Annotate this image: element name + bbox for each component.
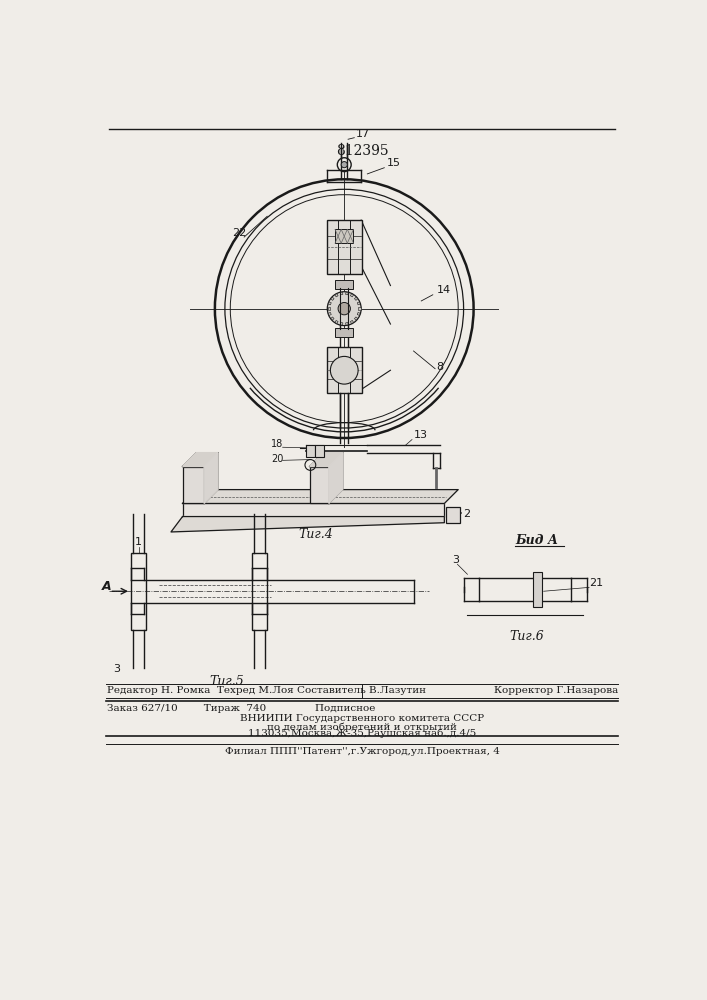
Text: 20: 20 bbox=[271, 454, 284, 464]
Text: 1: 1 bbox=[135, 537, 142, 547]
Bar bbox=[310, 466, 329, 503]
Text: 3: 3 bbox=[452, 555, 459, 565]
Text: 2: 2 bbox=[463, 509, 470, 519]
Bar bbox=[335, 280, 354, 289]
Polygon shape bbox=[182, 503, 444, 517]
Text: 8: 8 bbox=[437, 362, 444, 372]
Text: Бид А: Бид А bbox=[515, 534, 559, 546]
Text: Редактор Н. Ромка  Техред М.Лоя: Редактор Н. Ромка Техред М.Лоя bbox=[107, 686, 294, 695]
Polygon shape bbox=[310, 453, 343, 466]
Bar bbox=[327, 347, 362, 393]
Bar bbox=[354, 317, 358, 320]
Text: Τиг.4: Τиг.4 bbox=[298, 528, 333, 541]
Text: ВНИИПИ Государственного комитета СССР: ВНИИПИ Государственного комитета СССР bbox=[240, 714, 484, 723]
Text: 18: 18 bbox=[271, 439, 284, 449]
Bar bbox=[340, 292, 343, 295]
Polygon shape bbox=[329, 453, 343, 503]
Text: Τиг.5: Τиг.5 bbox=[209, 675, 244, 688]
Bar bbox=[346, 322, 349, 325]
Bar bbox=[446, 507, 460, 523]
Text: 22: 22 bbox=[233, 228, 247, 237]
Bar bbox=[335, 328, 354, 337]
Circle shape bbox=[327, 292, 361, 326]
Text: 13: 13 bbox=[414, 430, 428, 440]
Text: 21: 21 bbox=[589, 578, 603, 588]
Text: 14: 14 bbox=[437, 285, 451, 295]
Polygon shape bbox=[182, 490, 458, 503]
Bar bbox=[327, 307, 330, 310]
Bar bbox=[252, 553, 267, 630]
Bar bbox=[182, 466, 204, 503]
Bar bbox=[328, 312, 332, 315]
Text: Корректор Г.Назарова: Корректор Г.Назарова bbox=[494, 686, 619, 695]
Polygon shape bbox=[204, 453, 218, 503]
Bar bbox=[327, 220, 362, 274]
Bar bbox=[351, 320, 354, 324]
Bar bbox=[305, 445, 315, 457]
Text: 3: 3 bbox=[113, 664, 120, 674]
Bar bbox=[335, 229, 354, 243]
Circle shape bbox=[330, 356, 358, 384]
Bar bbox=[335, 294, 338, 297]
Text: 17: 17 bbox=[356, 129, 370, 139]
Text: Заказ 627/10        Тираж  740               Подписное: Заказ 627/10 Тираж 740 Подписное bbox=[107, 704, 375, 713]
Text: 113035,Москва,Ж-35,Раушская наб.,д.4/5: 113035,Москва,Ж-35,Раушская наб.,д.4/5 bbox=[248, 729, 476, 738]
Bar bbox=[357, 302, 360, 305]
Circle shape bbox=[341, 162, 347, 168]
Bar bbox=[358, 307, 361, 310]
Text: Составитель В.Лазутин: Составитель В.Лазутин bbox=[298, 686, 426, 695]
Bar bbox=[335, 320, 338, 324]
Bar bbox=[328, 302, 332, 305]
Bar bbox=[351, 294, 354, 297]
Text: Филиал ППП''Патент'',г.Ужгород,ул.Проектная, 4: Филиал ППП''Патент'',г.Ужгород,ул.Проект… bbox=[225, 747, 499, 756]
Bar bbox=[331, 317, 334, 320]
Bar bbox=[357, 312, 360, 315]
Bar bbox=[331, 297, 334, 300]
Text: по делам изобретений и открытий: по делам изобретений и открытий bbox=[267, 722, 457, 732]
Bar bbox=[340, 322, 343, 325]
Bar bbox=[346, 292, 349, 295]
Text: Τиг.6: Τиг.6 bbox=[510, 630, 544, 643]
Bar bbox=[315, 445, 325, 457]
Text: 812395: 812395 bbox=[336, 144, 388, 158]
Polygon shape bbox=[182, 453, 218, 466]
Bar bbox=[354, 297, 358, 300]
Bar bbox=[131, 553, 146, 630]
Text: Τиг.3: Τиг.3 bbox=[310, 468, 344, 481]
Bar bbox=[533, 572, 542, 607]
Text: А: А bbox=[102, 580, 111, 593]
Circle shape bbox=[338, 302, 351, 315]
Polygon shape bbox=[171, 517, 444, 532]
Text: 15: 15 bbox=[387, 158, 401, 168]
